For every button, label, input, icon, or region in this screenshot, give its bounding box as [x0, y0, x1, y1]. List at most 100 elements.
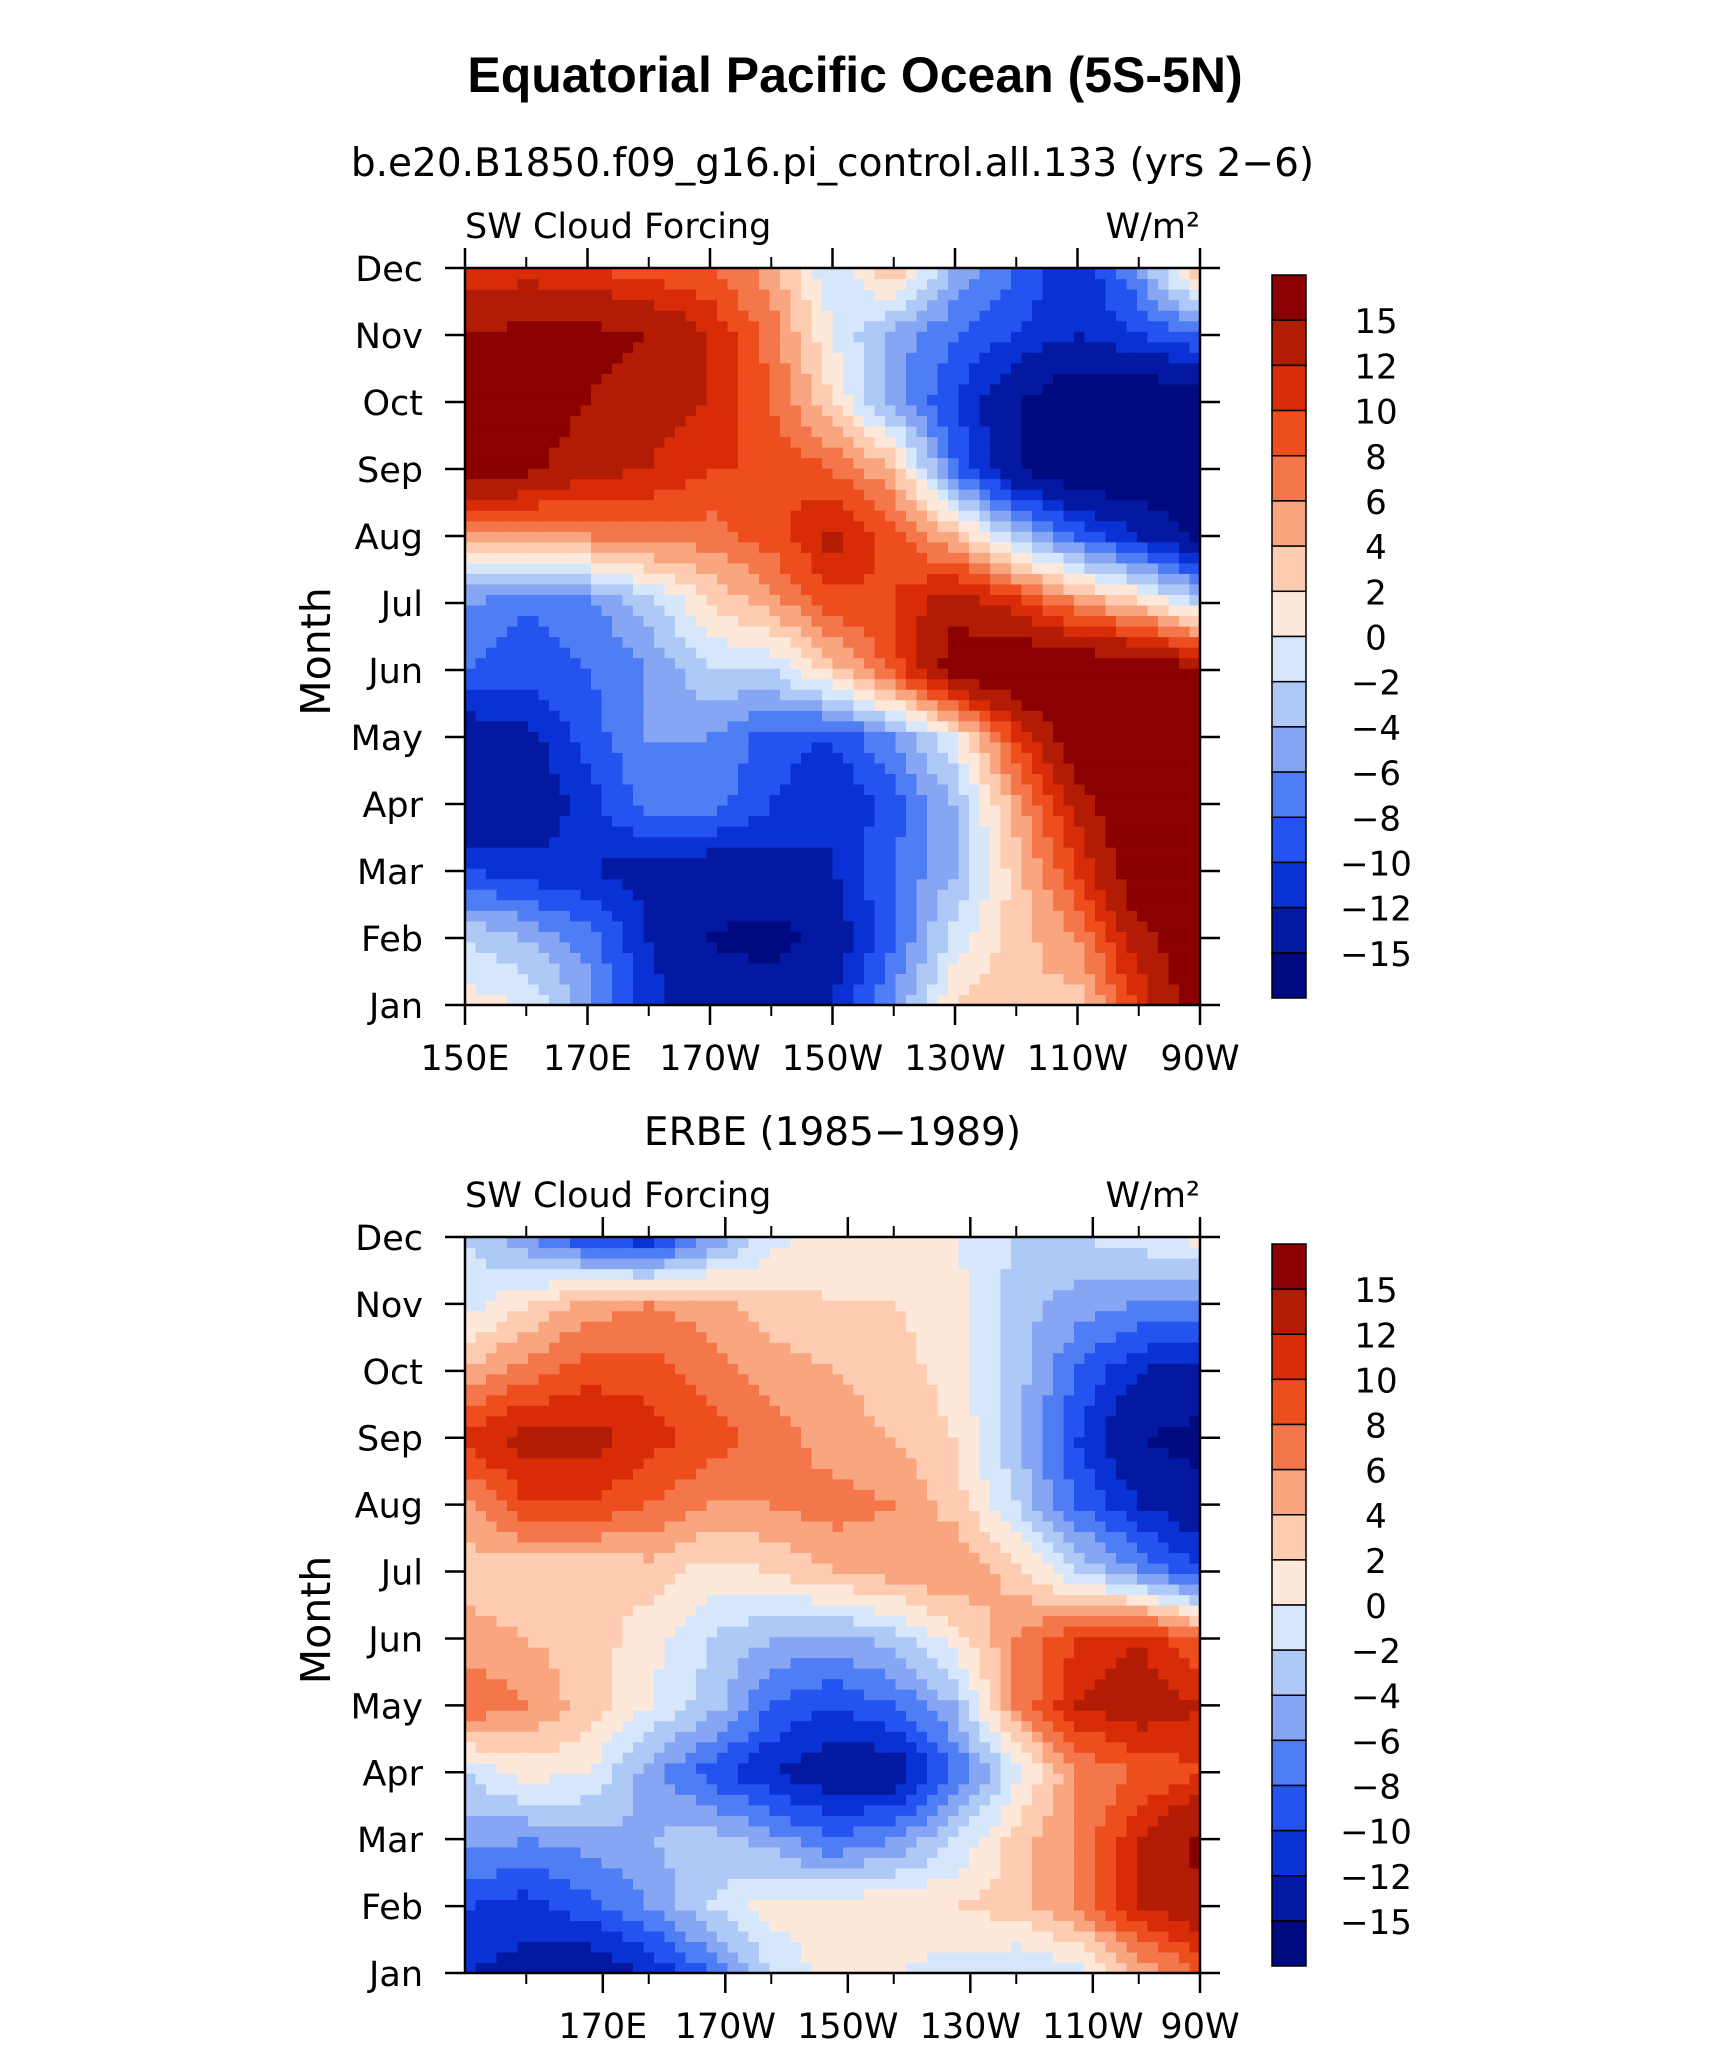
heatmap-cell [675, 468, 686, 479]
heatmap-cell [896, 658, 907, 669]
heatmap-cell [549, 384, 560, 395]
heatmap-cell [728, 615, 739, 626]
heatmap-cell [1158, 721, 1169, 732]
heatmap-cell [948, 447, 959, 458]
heatmap-cell [822, 763, 833, 774]
heatmap-cell [570, 384, 581, 395]
heatmap-cell [696, 584, 707, 595]
heatmap-cell [497, 668, 508, 679]
heatmap-cell [549, 658, 560, 669]
heatmap-cell [843, 415, 854, 426]
heatmap-cell [465, 752, 476, 763]
heatmap-cell [843, 468, 854, 479]
heatmap-cell [854, 973, 865, 984]
heatmap-cell [833, 773, 844, 784]
heatmap-cell [864, 710, 875, 721]
heatmap-cell [570, 331, 581, 342]
variable-label: SW Cloud Forcing [465, 207, 771, 247]
heatmap-cell [833, 384, 844, 395]
heatmap-cell [969, 605, 980, 616]
heatmap-cell [864, 805, 875, 816]
heatmap-cell [1022, 563, 1033, 574]
heatmap-cell [728, 594, 739, 605]
heatmap-cell [728, 468, 739, 479]
heatmap-cell [1011, 373, 1022, 384]
heatmap-cell [854, 363, 865, 374]
heatmap-cell [728, 700, 739, 711]
heatmap-cell [486, 689, 497, 700]
heatmap-cell [864, 521, 875, 532]
heatmap-cell [938, 542, 949, 553]
heatmap-cell [1127, 342, 1138, 353]
heatmap-cell [612, 647, 623, 658]
heatmap-cell [812, 910, 823, 921]
heatmap-cell [570, 394, 581, 405]
heatmap-cell [801, 479, 812, 490]
heatmap-cell [1064, 279, 1075, 290]
heatmap-cell [1169, 384, 1180, 395]
heatmap-cell [1127, 637, 1138, 648]
heatmap-cell [1127, 331, 1138, 342]
heatmap-cell [497, 573, 508, 584]
heatmap-cell [885, 615, 896, 626]
heatmap-cell [759, 573, 770, 584]
heatmap-cell [980, 363, 991, 374]
heatmap-cell [465, 289, 476, 300]
heatmap-cell [518, 521, 529, 532]
heatmap-cell [602, 710, 613, 721]
heatmap-cell [875, 352, 886, 363]
heatmap-cell [518, 436, 529, 447]
heatmap-cell [948, 910, 959, 921]
heatmap-cell [770, 910, 781, 921]
heatmap-cell [822, 837, 833, 848]
heatmap-cell [801, 805, 812, 816]
heatmap-cell [1169, 331, 1180, 342]
heatmap-cell [1001, 573, 1012, 584]
heatmap-cell [980, 794, 991, 805]
heatmap-cell [843, 521, 854, 532]
heatmap-cell [938, 689, 949, 700]
heatmap-cell [1106, 921, 1117, 932]
heatmap-cell [833, 563, 844, 574]
heatmap-cell [570, 668, 581, 679]
heatmap-cell [1116, 605, 1127, 616]
heatmap-cell [927, 637, 938, 648]
heatmap-cell [497, 594, 508, 605]
heatmap-cell [822, 784, 833, 795]
heatmap-cell [969, 984, 980, 995]
heatmap-cell [917, 584, 928, 595]
heatmap-cell [1158, 837, 1169, 848]
heatmap-cell [1158, 626, 1169, 637]
heatmap-cell [1169, 289, 1180, 300]
heatmap-cell [717, 363, 728, 374]
heatmap-cell [896, 605, 907, 616]
heatmap-cell [1043, 910, 1054, 921]
heatmap-cell [465, 773, 476, 784]
heatmap-cell [885, 658, 896, 669]
heatmap-cell [791, 647, 802, 658]
heatmap-cell [927, 731, 938, 742]
heatmap-cell [675, 889, 686, 900]
heatmap-cell [938, 352, 949, 363]
heatmap-cell [602, 689, 613, 700]
heatmap-cell [1179, 773, 1190, 784]
colorbar-label: 12 [1354, 347, 1397, 387]
heatmap-cell [759, 931, 770, 942]
heatmap-cell [486, 984, 497, 995]
heatmap-cell [623, 373, 634, 384]
heatmap-cell [1022, 384, 1033, 395]
heatmap-cell [780, 773, 791, 784]
heatmap-cell [780, 279, 791, 290]
heatmap-cell [801, 668, 812, 679]
heatmap-cell [528, 394, 539, 405]
heatmap-cell [906, 531, 917, 542]
heatmap-cell [1032, 384, 1043, 395]
heatmap-cell [644, 826, 655, 837]
heatmap-cell [497, 805, 508, 816]
heatmap-cell [875, 858, 886, 869]
heatmap-cell [864, 268, 875, 279]
heatmap-cell [1137, 826, 1148, 837]
heatmap-cell [1064, 900, 1075, 911]
heatmap-cell [570, 521, 581, 532]
heatmap-cell [591, 794, 602, 805]
